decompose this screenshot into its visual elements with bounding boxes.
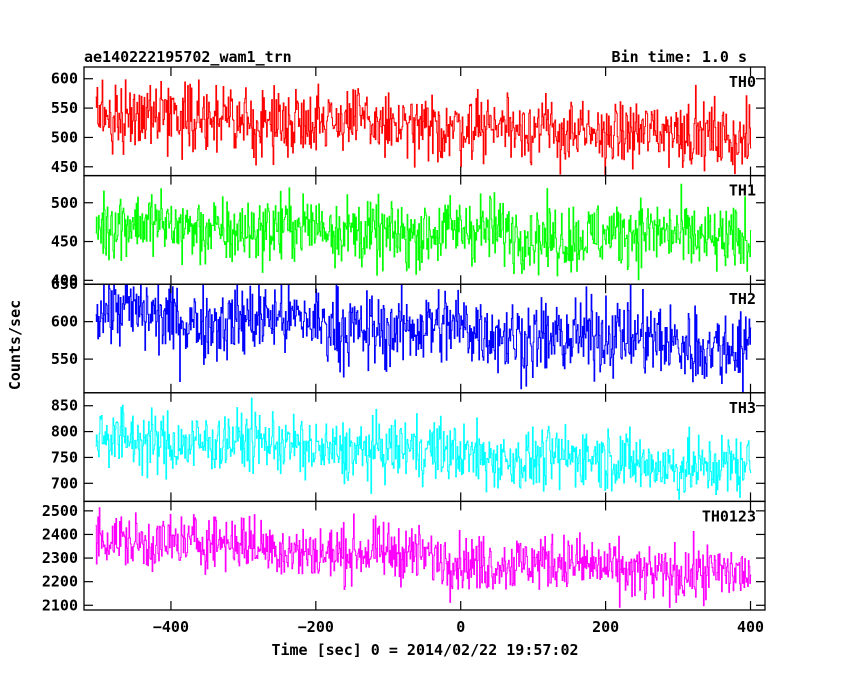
y-tick-label: 2100 xyxy=(42,596,78,614)
x-tick-label: 200 xyxy=(592,618,619,636)
panel-label: TH0 xyxy=(729,73,756,91)
panel-frame xyxy=(83,500,766,611)
y-tick-label: 850 xyxy=(51,397,78,415)
series-th1 xyxy=(95,183,752,281)
panel-th2: 550 600 650 TH2 xyxy=(51,275,766,394)
panel-th1: 400 450 500 TH1 xyxy=(51,174,766,289)
y-tick-label: 2500 xyxy=(42,502,78,520)
x-tick-label: −400 xyxy=(153,618,189,636)
x-tick-label: −200 xyxy=(298,618,334,636)
panel-label: TH2 xyxy=(729,290,756,308)
y-tick-label: 2300 xyxy=(42,549,78,567)
y-tick-label: 800 xyxy=(51,423,78,441)
y-tick-label: 600 xyxy=(51,70,78,88)
bin-time-label: Bin time: 1.0 s xyxy=(612,48,747,66)
panel-th0: 450 500 550 600 TH0 xyxy=(51,66,766,177)
series-th0 xyxy=(95,79,752,176)
y-tick-label: 500 xyxy=(51,128,78,146)
x-axis-label: Time [sec] 0 = 2014/02/22 19:57:02 xyxy=(271,641,578,659)
y-tick-label: 2400 xyxy=(42,525,78,543)
y-tick-label: 750 xyxy=(51,448,78,466)
y-tick-label: 650 xyxy=(51,275,78,293)
series-th2 xyxy=(95,284,752,393)
panel-label: TH0123 xyxy=(702,507,756,525)
y-tick-label: 550 xyxy=(51,350,78,368)
y-tick-label: 400 xyxy=(51,271,78,289)
y-tick-label: 550 xyxy=(51,99,78,117)
y-tick-label: 700 xyxy=(51,474,78,492)
x-tick-label: 400 xyxy=(737,618,764,636)
panels: 450 500 550 600 TH0 400 450 500 TH1 550 600 650 TH2 7… xyxy=(42,66,766,636)
panel-label: TH1 xyxy=(729,182,756,200)
panel-frame xyxy=(83,392,766,503)
y-tick-label: 500 xyxy=(51,194,78,212)
series-th3 xyxy=(95,397,752,500)
panel-frame xyxy=(83,174,766,285)
series-th0123 xyxy=(95,507,752,608)
y-tick-label: 2200 xyxy=(42,573,78,591)
panel-th3: 700 750 800 850 TH3 xyxy=(51,392,766,503)
y-tick-label: 600 xyxy=(51,313,78,331)
y-tick-label: 450 xyxy=(51,158,78,176)
chart-title: ae140222195702_wam1_trn xyxy=(84,48,292,66)
panel-label: TH3 xyxy=(729,399,756,417)
y-axis-label: Counts/sec xyxy=(6,300,24,390)
panel-th0123: 2100 2200 2300 2400 2500 TH0123 xyxy=(42,500,766,614)
x-tick-label: 0 xyxy=(456,618,465,636)
y-tick-label: 450 xyxy=(51,233,78,251)
